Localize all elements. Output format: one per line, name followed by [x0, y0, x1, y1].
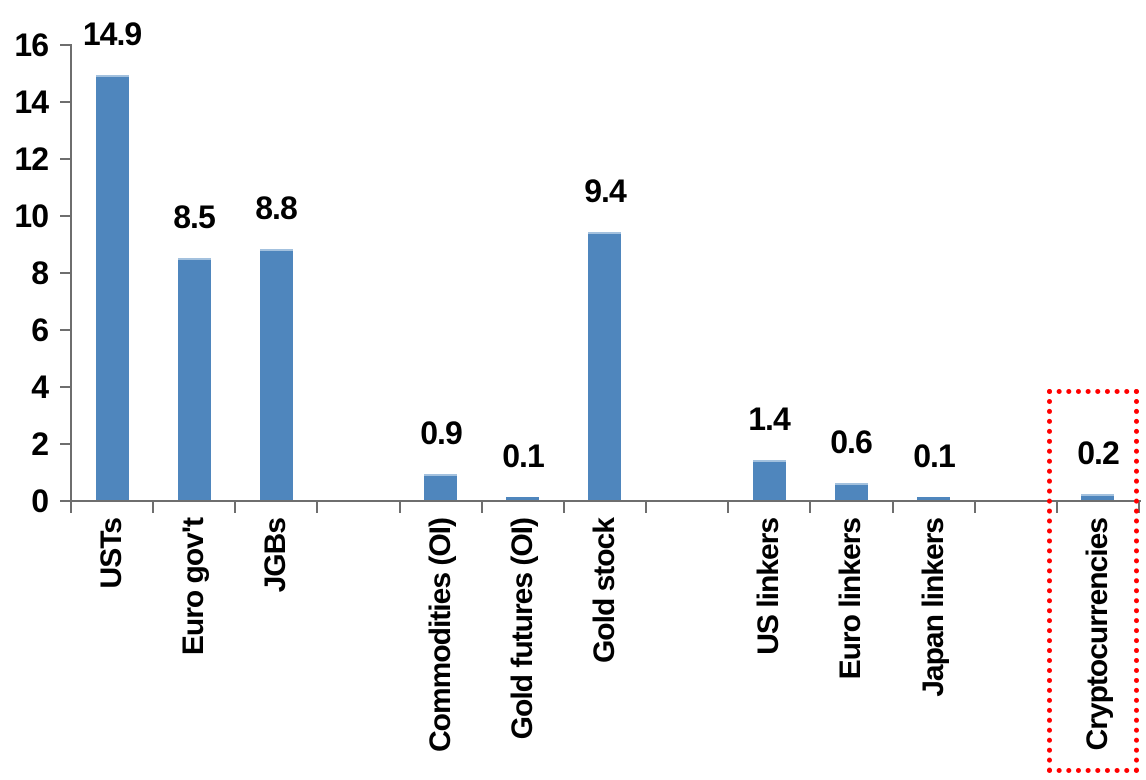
y-axis-tick-label: 6	[31, 312, 49, 348]
bar	[1081, 494, 1114, 500]
bar	[424, 474, 457, 500]
category-label: Commodities (OI)	[424, 518, 457, 753]
bar	[96, 75, 129, 500]
bar-value-label: 8.5	[173, 199, 215, 235]
category-label: Euro linkers	[834, 518, 867, 680]
bar	[917, 497, 950, 500]
category-label: Gold stock	[588, 518, 621, 664]
y-axis-tick	[60, 44, 70, 46]
y-axis-tick-label: 10	[14, 198, 49, 234]
category-label: Gold futures (OI)	[506, 518, 539, 740]
bar-value-label: 0.9	[420, 415, 462, 451]
bar	[753, 460, 786, 500]
bar	[588, 232, 621, 500]
x-axis-tick	[316, 502, 318, 513]
y-axis-tick	[60, 101, 70, 103]
y-axis-tick	[60, 329, 70, 331]
category-label: Japan linkers	[917, 518, 950, 697]
bar	[835, 483, 868, 500]
bar-value-label: 1.4	[748, 401, 790, 437]
bar-value-label: 14.9	[82, 16, 142, 52]
bar-value-label: 0.1	[913, 438, 955, 474]
y-axis-tick	[60, 158, 70, 160]
x-axis-line	[70, 500, 1141, 502]
x-axis-tick	[809, 502, 811, 513]
y-axis-tick	[60, 272, 70, 274]
y-axis-tick-label: 8	[31, 255, 49, 291]
bar-value-label: 0.1	[502, 438, 544, 474]
bar-value-label: 0.2	[1077, 435, 1119, 471]
y-axis-tick-label: 14	[14, 84, 49, 120]
x-axis-tick	[892, 502, 894, 513]
category-label: JGBs	[259, 518, 292, 593]
y-axis-tick-label: 16	[14, 27, 49, 63]
y-axis-tick	[60, 386, 70, 388]
x-axis-tick	[481, 502, 483, 513]
bar	[506, 497, 539, 500]
x-axis-tick	[563, 502, 565, 513]
y-axis-tick-label: 12	[14, 141, 49, 177]
bar	[178, 258, 211, 500]
x-axis-tick	[399, 502, 401, 513]
x-axis-tick	[152, 502, 154, 513]
y-axis-tick	[60, 215, 70, 217]
y-axis-tick-label: 2	[31, 426, 49, 462]
x-axis-tick	[645, 502, 647, 513]
x-axis-tick	[1138, 502, 1140, 513]
y-axis-tick	[60, 443, 70, 445]
x-axis-tick	[1056, 502, 1058, 513]
y-axis-tick-label: 4	[31, 369, 49, 405]
bar-value-label: 0.6	[830, 424, 872, 460]
x-axis-tick	[234, 502, 236, 513]
highlight-box-cryptocurrencies	[1047, 389, 1139, 773]
x-axis-tick	[727, 502, 729, 513]
bar-value-label: 8.8	[255, 190, 297, 226]
bar	[260, 249, 293, 500]
category-label: USTs	[95, 518, 128, 589]
y-axis-tick	[60, 500, 70, 502]
y-axis-tick-label: 0	[31, 483, 49, 519]
category-label: Euro gov't	[177, 518, 210, 656]
x-axis-tick	[974, 502, 976, 513]
x-axis-tick	[70, 502, 72, 513]
bar-value-label: 9.4	[584, 173, 626, 209]
category-label: US linkers	[752, 518, 785, 655]
y-axis-line	[70, 44, 72, 502]
